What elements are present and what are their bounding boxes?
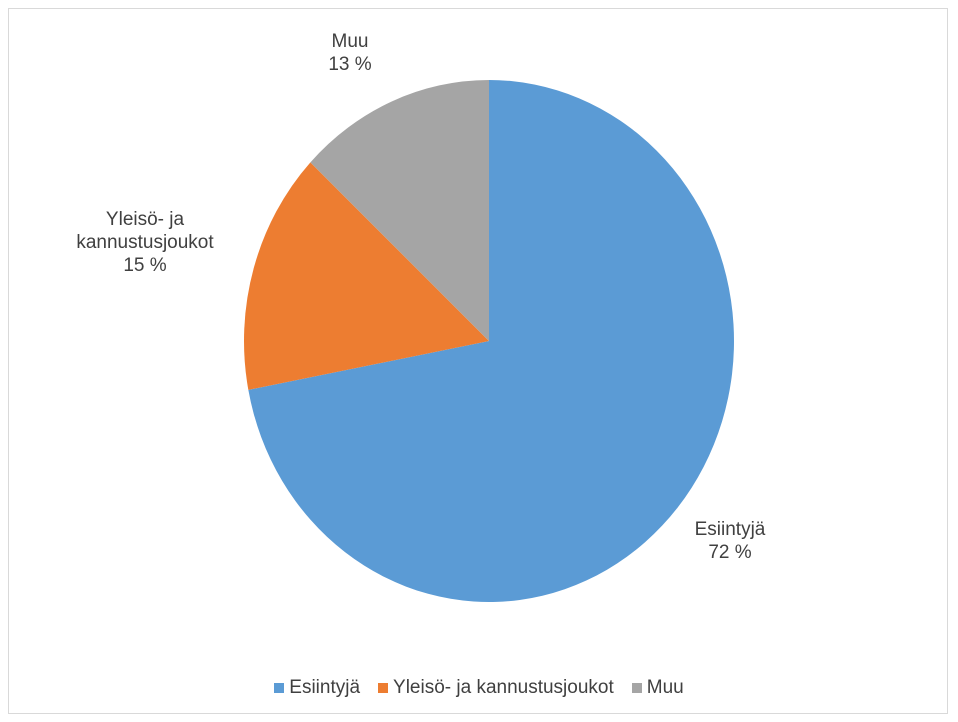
- legend-swatch: [378, 683, 389, 693]
- slice-category: Muu: [331, 31, 369, 52]
- legend-item: Muu: [631, 677, 684, 699]
- slice-value: 72 %: [708, 542, 752, 563]
- pie-slice: [248, 80, 734, 603]
- chart-frame: [8, 8, 948, 714]
- slice-label: Esiintyjä 72 %: [650, 518, 810, 564]
- slice-value: 13 %: [328, 54, 372, 75]
- slice-category: Esiintyjä: [694, 519, 766, 540]
- legend-swatch: [631, 683, 642, 693]
- legend-label: Yleisö- ja kannustusjoukot: [393, 677, 614, 698]
- slice-category: Yleisö- ja kannustusjoukot: [76, 209, 214, 253]
- pie-slice: [310, 80, 489, 341]
- legend-item: Esiintyjä: [274, 677, 360, 699]
- slice-label: Yleisö- ja kannustusjoukot 15 %: [65, 208, 225, 277]
- legend-swatch: [274, 683, 285, 693]
- legend: Esiintyjä Yleisö- ja kannustusjoukot Muu: [0, 677, 958, 699]
- legend-label: Esiintyjä: [289, 677, 361, 698]
- pie-slice: [244, 162, 489, 390]
- slice-label: Muu 13 %: [270, 30, 430, 76]
- slice-value: 15 %: [123, 255, 167, 276]
- legend-label: Muu: [646, 677, 684, 698]
- legend-item: Yleisö- ja kannustusjoukot: [378, 677, 614, 699]
